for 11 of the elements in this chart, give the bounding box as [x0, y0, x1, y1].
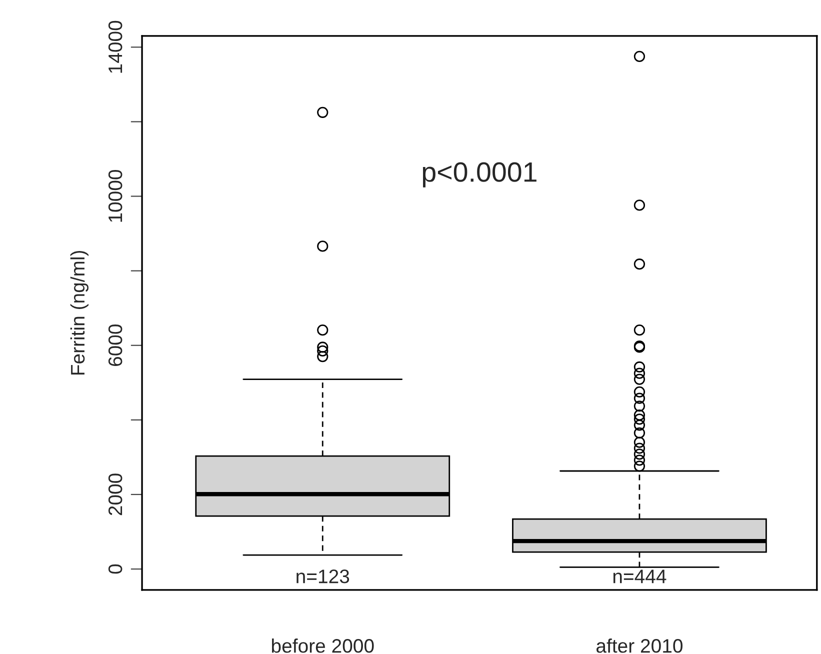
- y-tick-label: 0: [108, 564, 122, 574]
- x-tick-label: after 2010: [596, 638, 682, 653]
- y-axis-title: Ferritin (ng/ml): [70, 250, 88, 375]
- y-tick-label: 14000: [108, 20, 122, 73]
- y-tick-label: 10000: [108, 170, 122, 222]
- annotation: p<0.0001: [422, 162, 536, 188]
- annotation: n=444: [613, 570, 666, 584]
- y-tick-label: 2000: [108, 474, 122, 516]
- y-tick-label: 6000: [108, 324, 122, 366]
- x-tick-label: before 2000: [272, 638, 374, 653]
- annotation: n=123: [296, 570, 350, 584]
